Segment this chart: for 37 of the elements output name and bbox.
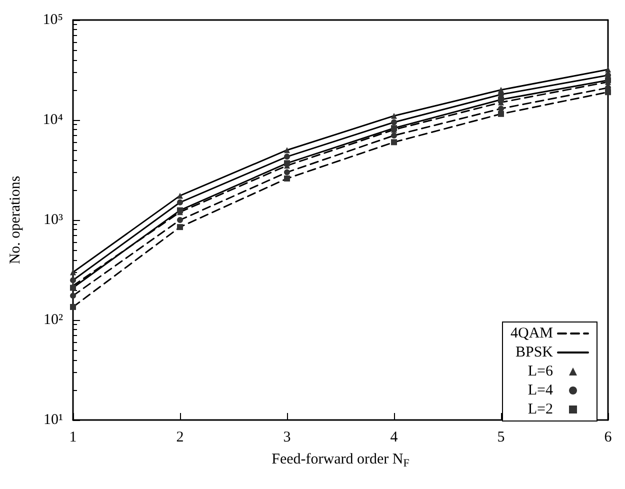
point <box>177 217 183 223</box>
point <box>70 292 76 299</box>
point <box>605 66 611 72</box>
y-tick-label: 10² <box>44 312 64 328</box>
x-tick-label: 2 <box>176 430 184 446</box>
y-axis-title: No. operations <box>8 176 24 264</box>
point <box>284 147 290 154</box>
x-tick-label: 3 <box>283 430 291 446</box>
point <box>391 139 397 146</box>
point <box>284 169 290 176</box>
point <box>605 89 611 96</box>
x-tick-label: 4 <box>390 430 398 446</box>
point <box>284 176 290 182</box>
y-tick-label: 10³ <box>44 212 64 228</box>
x-tick-label: 1 <box>69 430 77 446</box>
x-tick-label: 5 <box>497 430 505 446</box>
point <box>177 192 183 199</box>
legend-label: BPSK <box>515 344 554 360</box>
legend-label: 4QAM <box>510 326 553 342</box>
point <box>70 277 76 284</box>
point <box>70 304 76 310</box>
point <box>498 110 504 117</box>
point <box>391 112 397 119</box>
point <box>284 160 290 166</box>
point <box>391 132 397 138</box>
y-tick-label: 10¹ <box>44 412 63 428</box>
y-tick-label: 10⁴ <box>42 112 63 128</box>
point <box>391 119 397 126</box>
x-tick-label: 6 <box>604 430 612 446</box>
legend-label: L=2 <box>528 402 553 418</box>
point <box>284 154 290 160</box>
legend-label: L=4 <box>528 382 554 398</box>
point <box>498 96 504 103</box>
y-tick-label: 10⁵ <box>42 12 63 28</box>
point <box>177 224 183 230</box>
legend-label: L=6 <box>528 364 554 380</box>
point <box>177 199 183 206</box>
